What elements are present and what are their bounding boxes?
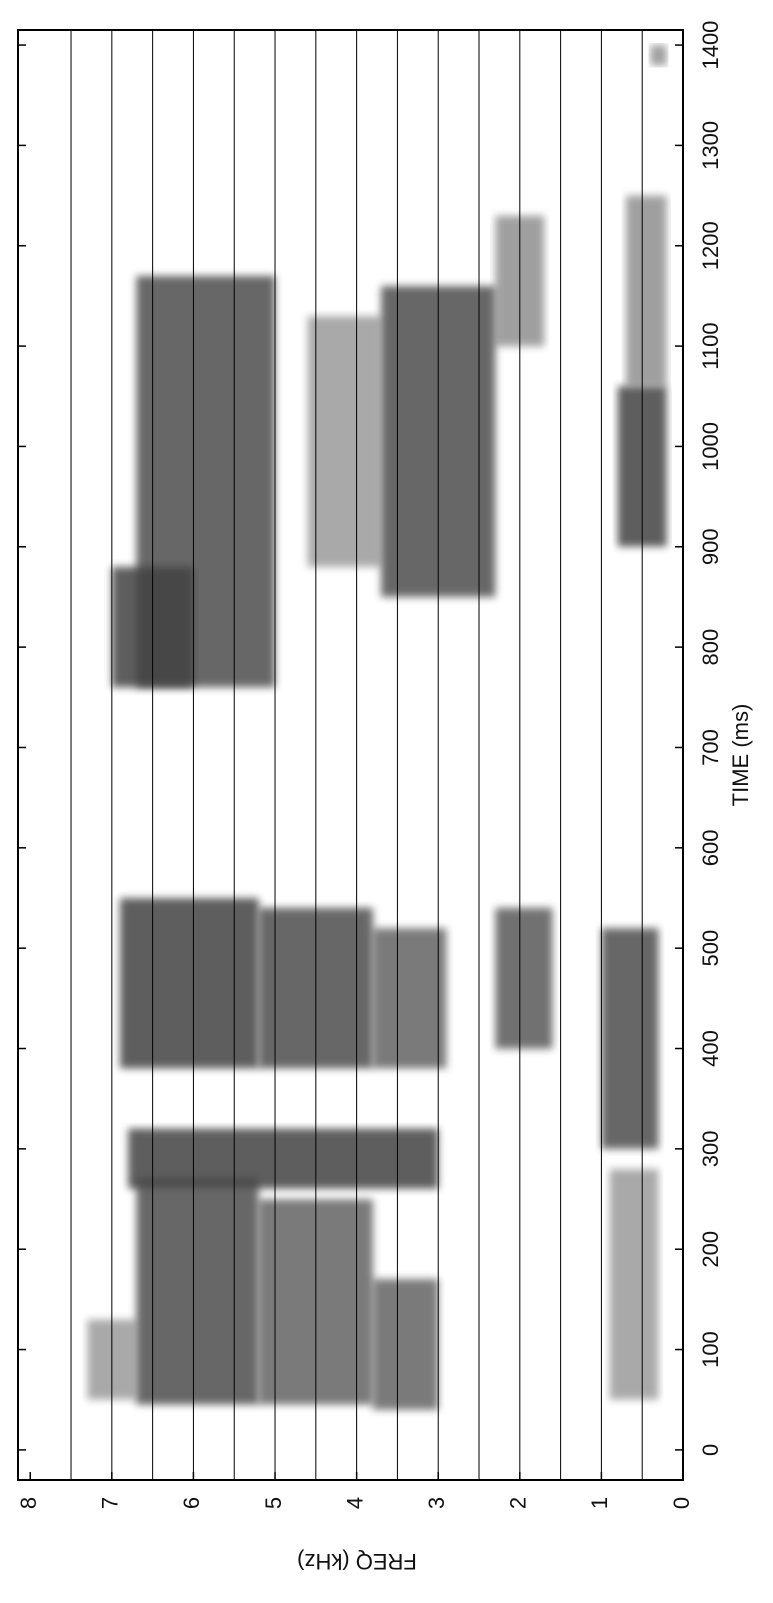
y-tick-label: 6 [179, 1497, 204, 1509]
x-tick-label: 600 [698, 829, 723, 866]
energy-region [308, 316, 381, 567]
x-tick-label: 700 [698, 729, 723, 766]
x-tick-label: 0 [698, 1444, 723, 1456]
y-tick-label: 8 [16, 1497, 41, 1509]
x-tick-label: 1400 [698, 21, 723, 70]
energy-region [128, 1129, 438, 1189]
y-tick-label: 0 [669, 1497, 694, 1509]
y-tick-label: 5 [261, 1497, 286, 1509]
rotated-chart: TIME (ms) FREQ (kHz) 0 100 200 300 400 500 600… [16, 21, 753, 1575]
y-tick-label: 7 [98, 1497, 123, 1509]
x-tick-label: 900 [698, 528, 723, 565]
energy-region [610, 1169, 659, 1400]
energy-region [120, 898, 259, 1069]
x-tick-label: 500 [698, 930, 723, 967]
x-tick-label: 800 [698, 629, 723, 666]
x-tick-label: 400 [698, 1030, 723, 1067]
energy-region [601, 928, 658, 1149]
energy-region [373, 1279, 438, 1409]
x-axis-label: TIME (ms) [728, 704, 753, 807]
y-axis-label: FREQ (kHz) [297, 1549, 417, 1574]
energy-region [136, 1179, 258, 1405]
x-tick-label: 300 [698, 1130, 723, 1167]
y-tick-label: 4 [342, 1497, 367, 1509]
y-tick-label: 2 [506, 1497, 531, 1509]
chart: TIME (ms) FREQ (kHz) 0 100 200 300 400 500 600… [0, 0, 773, 1603]
energy-region [373, 928, 446, 1068]
x-tick-label: 1000 [698, 422, 723, 471]
x-tick-label: 100 [698, 1331, 723, 1368]
energy-region [650, 45, 666, 65]
x-tick-label: 1300 [698, 121, 723, 170]
y-tick-label: 3 [424, 1497, 449, 1509]
spectrogram [87, 45, 666, 1410]
energy-region [626, 196, 667, 387]
x-tick-label: 200 [698, 1231, 723, 1268]
x-tick-label: 1100 [698, 322, 723, 369]
energy-region [136, 276, 275, 687]
energy-region [495, 908, 552, 1048]
x-tick-label: 1200 [698, 221, 723, 270]
y-tick-label: 1 [587, 1497, 612, 1509]
